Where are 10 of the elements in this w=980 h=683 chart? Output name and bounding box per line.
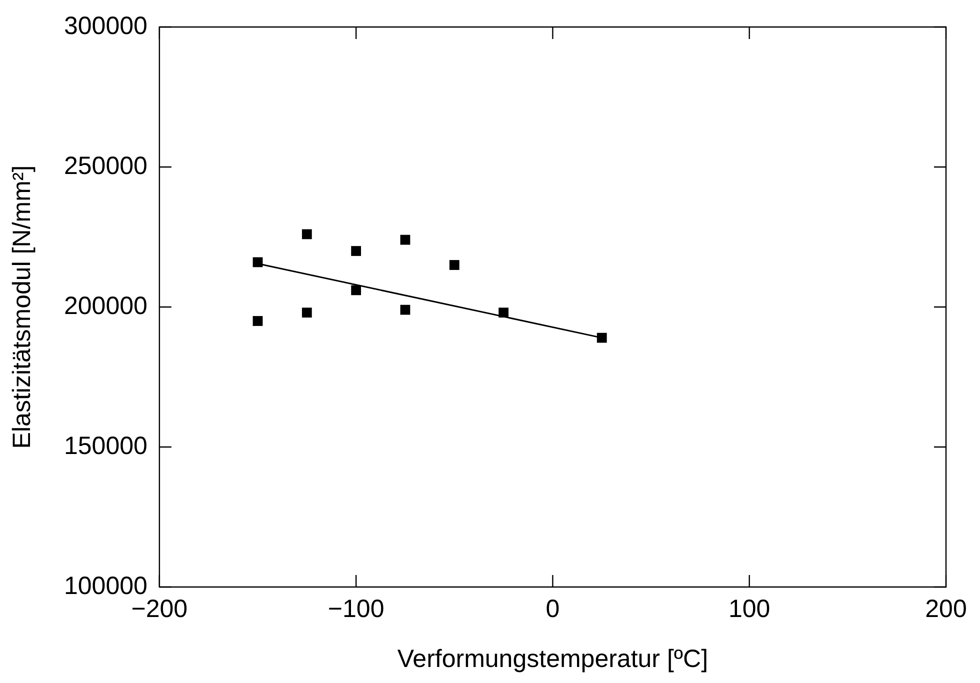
y-tick-label: 250000 bbox=[64, 152, 148, 180]
y-axis-title: Elastizitätsmodul [N/mm²] bbox=[8, 165, 36, 449]
y-tick-label: 300000 bbox=[64, 12, 148, 40]
x-tick-label: 100 bbox=[728, 594, 770, 623]
y-tick-label: 150000 bbox=[64, 432, 148, 460]
y-tick-label: 200000 bbox=[64, 292, 148, 320]
x-tick-label: 200 bbox=[925, 594, 967, 623]
x-axis-title: Verformungstemperatur [ºC] bbox=[397, 644, 708, 673]
x-tick-label: 0 bbox=[546, 594, 560, 623]
x-tick-label: −100 bbox=[328, 594, 384, 623]
